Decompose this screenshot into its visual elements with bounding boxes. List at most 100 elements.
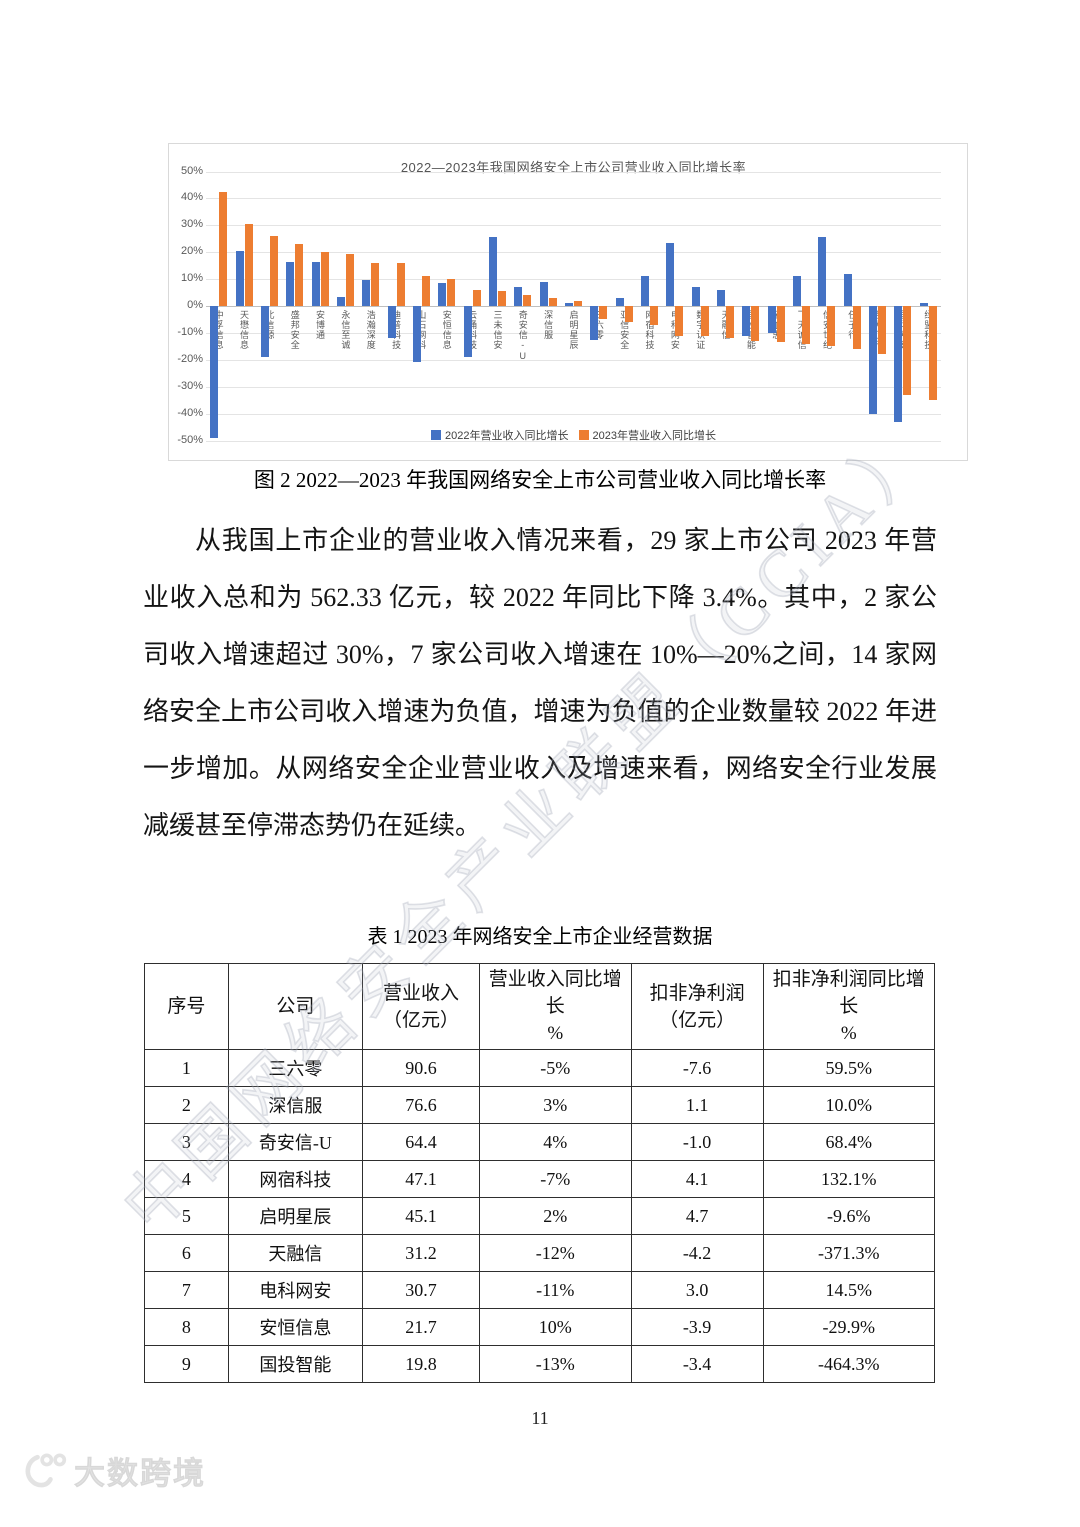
table-cell: 10.0% bbox=[762, 1086, 936, 1124]
chart-panel: 2022—2023年我国网络安全上市公司营业收入同比增长率 50% 40% 30% 2… bbox=[168, 143, 968, 461]
gridline bbox=[206, 332, 941, 334]
bar-2023-电科网安 bbox=[675, 306, 684, 336]
y-axis-tick-label: 30% bbox=[180, 218, 203, 231]
bar-2022-三未信安 bbox=[488, 237, 497, 306]
bar-2022-永信至诚 bbox=[336, 296, 345, 306]
gridline bbox=[206, 386, 941, 388]
x-axis-category-label: 信安世纪 bbox=[821, 310, 832, 350]
bar-2022-信安世纪 bbox=[818, 237, 827, 306]
table-cell: -13% bbox=[478, 1345, 632, 1383]
table-cell: 三六零 bbox=[227, 1049, 364, 1087]
bar-2022-迪普科技 bbox=[387, 306, 396, 339]
x-axis-category-label: 中孚信息 bbox=[213, 310, 224, 350]
table-cell: 4 bbox=[144, 1160, 229, 1198]
bar-2022-网宿科技 bbox=[641, 276, 650, 306]
bar-2022-深信服 bbox=[539, 281, 548, 306]
bar-2023-启明星辰 bbox=[574, 300, 582, 306]
bar-2023-安博通 bbox=[320, 252, 329, 306]
bar-2022-安恒信息 bbox=[438, 283, 447, 306]
bar-2023-绿盟科技 bbox=[928, 306, 937, 401]
table-cell: -3.4 bbox=[630, 1345, 764, 1383]
bar-2022-拓尔思 bbox=[767, 306, 776, 333]
table-cell: 深信服 bbox=[227, 1086, 364, 1124]
table-cell: 30.7 bbox=[362, 1271, 480, 1309]
bar-2022-云涌科技 bbox=[463, 306, 472, 358]
x-axis-category-label: 山石网科 bbox=[416, 310, 427, 350]
y-axis-tick-label: -50% bbox=[177, 433, 203, 446]
bar-2022-中孚信息 bbox=[210, 306, 219, 438]
table-cell: 47.1 bbox=[362, 1160, 480, 1198]
bar-2022-任子行 bbox=[843, 273, 852, 306]
bar-2022-电科网安 bbox=[666, 242, 675, 306]
table-cell: 电科网安 bbox=[227, 1271, 364, 1309]
table-head: 序号 公司 营业收入 （亿元） 营业收入同比增长% 扣非净利润 （亿元） 扣非净利润同比增长% bbox=[144, 963, 936, 1050]
x-axis-category-label: 电科网安 bbox=[669, 310, 680, 350]
y-axis-tick-label: -20% bbox=[177, 352, 203, 365]
x-axis-category-label: 飞天诚信 bbox=[796, 310, 807, 350]
bar-2023-浩瀚深度 bbox=[371, 262, 380, 306]
body-paragraph: 从我国上市企业的营业收入情况来看，29 家上市公司 2023 年营业收入总和为 … bbox=[143, 526, 937, 840]
y-axis-tick-label: 40% bbox=[180, 191, 203, 204]
bar-2023-山石网科 bbox=[421, 276, 430, 306]
table-cell: -4.2 bbox=[630, 1234, 764, 1272]
bar-2023-云涌科技 bbox=[472, 289, 481, 306]
bar-2022-安博通 bbox=[311, 261, 320, 306]
table-header-cell: 扣非净利润同比增长% bbox=[762, 963, 936, 1050]
bar-2022-吉大正元 bbox=[869, 306, 878, 414]
logo-smiley-icon bbox=[25, 1452, 67, 1487]
bar-2023-国华网安 bbox=[903, 306, 912, 395]
table-cell: 10% bbox=[478, 1308, 632, 1346]
table-header-cell: 营业收入 （亿元） bbox=[362, 963, 480, 1050]
table-row: 4 网宿科技 47.1 -7% 4.1 132.1% bbox=[144, 1160, 936, 1198]
table-cell: 1.1 bbox=[630, 1086, 764, 1124]
legend-label-2022: 2022年营业收入同比增长 bbox=[445, 430, 569, 442]
bar-2022-飞天诚信 bbox=[793, 276, 802, 306]
gridline bbox=[206, 225, 941, 227]
table-cell: -11% bbox=[478, 1271, 632, 1309]
bar-2022-北信源 bbox=[260, 306, 269, 358]
bar-2023-数字认证 bbox=[700, 306, 709, 336]
table-row: 3 奇安信-U 64.4 4% -1.0 68.4% bbox=[144, 1123, 936, 1161]
x-axis-category-label: 三未信安 bbox=[492, 310, 503, 350]
table-cell: 7 bbox=[144, 1271, 229, 1309]
bar-2023-吉大正元 bbox=[878, 306, 887, 355]
bar-2022-奇安信-U bbox=[514, 287, 523, 306]
x-axis-category-label: 任子行 bbox=[846, 310, 857, 340]
table-cell: 59.5% bbox=[762, 1049, 936, 1087]
bar-2022-数字认证 bbox=[691, 287, 700, 306]
x-axis-category-label: 拓尔思 bbox=[770, 310, 781, 340]
bar-2023-中孚信息 bbox=[219, 191, 228, 306]
bar-2023-飞天诚信 bbox=[802, 306, 811, 344]
table-cell: 19.8 bbox=[362, 1345, 480, 1383]
table-cell: 奇安信-U bbox=[227, 1123, 364, 1161]
x-axis-category-label: 迪普科技 bbox=[391, 310, 402, 350]
bar-2023-任子行 bbox=[852, 306, 861, 350]
y-axis-tick-label: -10% bbox=[177, 325, 203, 338]
bar-2022-国华网安 bbox=[894, 306, 903, 422]
table-caption: 表 1 2023 年网络安全上市企业经营数据 bbox=[367, 926, 713, 948]
table-cell: 76.6 bbox=[362, 1086, 480, 1124]
table-cell: 网宿科技 bbox=[227, 1160, 364, 1198]
watermark-logo: 大数跨境 bbox=[20, 1448, 206, 1493]
table-row: 2 深信服 76.6 3% 1.1 10.0% bbox=[144, 1086, 936, 1124]
x-axis-category-label: 国投智能 bbox=[745, 310, 756, 350]
table-cell: 9 bbox=[144, 1345, 229, 1383]
x-axis-category-label: 天融信 bbox=[720, 310, 731, 340]
x-axis-category-label: 奇安信-U bbox=[517, 310, 528, 362]
x-axis-category-label: 亚信安全 bbox=[619, 310, 630, 350]
table-cell: 132.1% bbox=[762, 1160, 936, 1198]
y-axis-tick-label: 20% bbox=[180, 245, 203, 258]
bar-2023-三未信安 bbox=[497, 291, 506, 306]
bar-2023-网宿科技 bbox=[650, 306, 659, 325]
x-axis-category-label: 吉大正元 bbox=[872, 310, 883, 350]
table-row: 7 电科网安 30.7 -11% 3.0 14.5% bbox=[144, 1271, 936, 1309]
x-axis-category-label: 盛邦安全 bbox=[289, 310, 300, 350]
bar-2023-信安世纪 bbox=[827, 306, 836, 347]
gridline bbox=[206, 279, 941, 281]
bar-2022-浩瀚深度 bbox=[362, 280, 371, 306]
legend-swatch-2023-icon bbox=[578, 430, 589, 440]
table-cell: -371.3% bbox=[762, 1234, 936, 1272]
table-cell: 3 bbox=[144, 1123, 229, 1161]
table-header-cell: 公司 bbox=[227, 963, 364, 1050]
table-cell: 安恒信息 bbox=[227, 1308, 364, 1346]
